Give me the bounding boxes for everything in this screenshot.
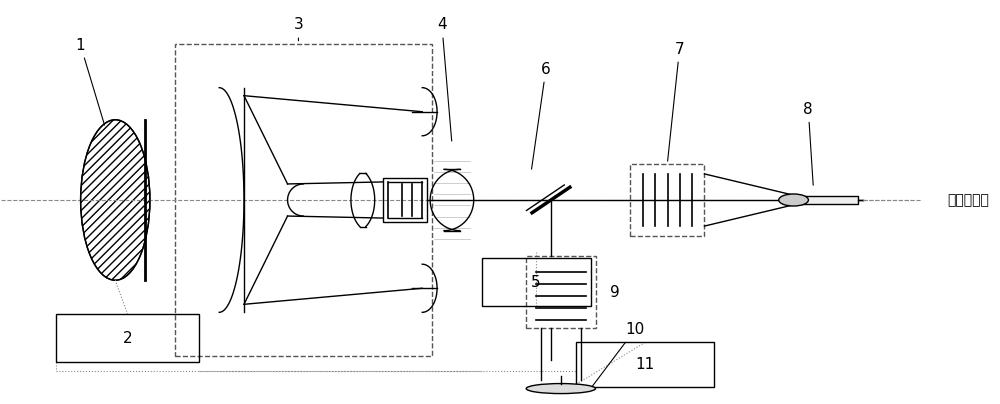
Text: 3: 3: [294, 17, 303, 41]
Ellipse shape: [526, 383, 596, 393]
Text: 1: 1: [76, 38, 105, 125]
Text: 6: 6: [532, 61, 551, 169]
Text: 8: 8: [803, 102, 813, 185]
Text: 2: 2: [123, 331, 132, 346]
Text: 4: 4: [437, 17, 452, 141]
Text: 11: 11: [635, 357, 655, 372]
Text: 至通信系统: 至通信系统: [947, 193, 989, 207]
Text: 5: 5: [531, 275, 541, 290]
Text: 7: 7: [668, 42, 684, 161]
Text: 9: 9: [610, 285, 620, 300]
Text: 10: 10: [592, 322, 644, 386]
Circle shape: [779, 194, 808, 206]
FancyBboxPatch shape: [794, 196, 858, 204]
